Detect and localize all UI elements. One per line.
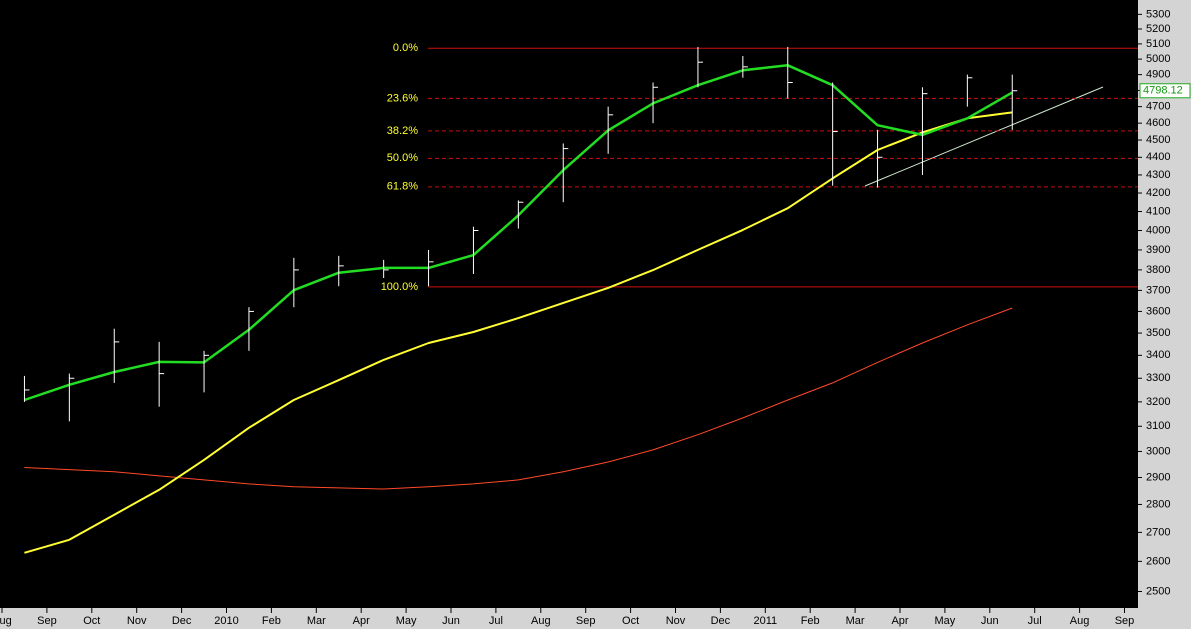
x-tick-label: Mar [846, 615, 865, 627]
y-tick-label: 2600 [1146, 555, 1170, 567]
plot-area: 0.0% 23.6% 38.2% 50.0% 61.8% 100.0% [23, 42, 1138, 554]
x-tick-label: Jun [442, 615, 460, 627]
fib-label: 23.6% [387, 92, 418, 104]
x-tick-label: Dec [172, 615, 192, 627]
x-tick-label: Jul [489, 615, 503, 627]
x-tick-label: Sep [576, 615, 596, 627]
x-tick-label: Feb [262, 615, 281, 627]
y-tick-label: 2700 [1146, 526, 1170, 538]
fib-label: 38.2% [387, 125, 418, 137]
y-tick-label: 3400 [1146, 349, 1170, 361]
y-tick-label: 3200 [1146, 396, 1170, 408]
y-tick-label: 2500 [1146, 585, 1170, 597]
x-tick-label: Aug [531, 615, 551, 627]
x-tick-label: Dec [711, 615, 731, 627]
y-tick-label: 4400 [1146, 151, 1170, 163]
y-tick-label: 3300 [1146, 372, 1170, 384]
x-tick-label: 2010 [214, 615, 238, 627]
y-tick-label: 4100 [1146, 205, 1170, 217]
x-tick-label: Jul [1028, 615, 1042, 627]
y-tick-label: 2800 [1146, 498, 1170, 510]
y-tick-label: 5300 [1146, 8, 1170, 20]
y-tick-label: 4700 [1146, 101, 1170, 113]
y-tick-label: 3900 [1146, 244, 1170, 256]
axes: 2500 2600 2700 2800 2900 3000 3100 3200 3300 3400… [0, 8, 1191, 627]
y-tick-label: 3800 [1146, 264, 1170, 276]
y-tick-label: 5100 [1146, 38, 1170, 50]
x-tick-label: Nov [127, 615, 147, 627]
x-tick-label: 2011 [753, 615, 777, 627]
y-tick-label: 3500 [1146, 327, 1170, 339]
fib-label: 100.0% [381, 281, 419, 293]
fib-label: 61.8% [387, 181, 418, 193]
y-tick-label: 3600 [1146, 305, 1170, 317]
x-tick-label: May [935, 615, 956, 627]
y-tick-label: 4900 [1146, 69, 1170, 81]
x-axis-panel [0, 608, 1191, 629]
y-tick-label: 4300 [1146, 169, 1170, 181]
y-tick-label: 5200 [1146, 23, 1170, 35]
fib-label: 50.0% [387, 152, 418, 164]
y-tick-label: 4200 [1146, 187, 1170, 199]
x-tick-label: Mar [307, 615, 326, 627]
trendline [864, 86, 1104, 187]
x-tick-label: Aug [0, 615, 12, 627]
x-tick-label: Aug [1070, 615, 1090, 627]
moving-average-line [24, 111, 1013, 554]
fib-label: 0.0% [393, 42, 418, 54]
y-tick-label: 3700 [1146, 284, 1170, 296]
y-tick-label: 4600 [1146, 117, 1170, 129]
x-tick-label: May [396, 615, 417, 627]
x-tick-label: Jun [981, 615, 999, 627]
x-tick-label: Apr [353, 615, 370, 627]
y-tick-label: 3100 [1146, 420, 1170, 432]
x-tick-label: Nov [666, 615, 686, 627]
last-price-label: 4798.12 [1143, 85, 1183, 97]
y-tick-label: 4500 [1146, 134, 1170, 146]
x-tick-label: Apr [891, 615, 908, 627]
x-tick-label: Oct [622, 615, 639, 627]
y-tick-label: 4000 [1146, 224, 1170, 236]
moving-average-line [24, 307, 1013, 490]
y-tick-label: 2900 [1146, 471, 1170, 483]
y-tick-label: 5000 [1146, 53, 1170, 65]
last-price-box [1139, 83, 1191, 99]
x-tick-label: Sep [1115, 615, 1135, 627]
y-tick-label: 3000 [1146, 445, 1170, 457]
x-tick-label: Feb [801, 615, 820, 627]
y-axis-panel [1138, 0, 1191, 629]
x-tick-label: Sep [37, 615, 57, 627]
x-tick-label: Oct [83, 615, 100, 627]
